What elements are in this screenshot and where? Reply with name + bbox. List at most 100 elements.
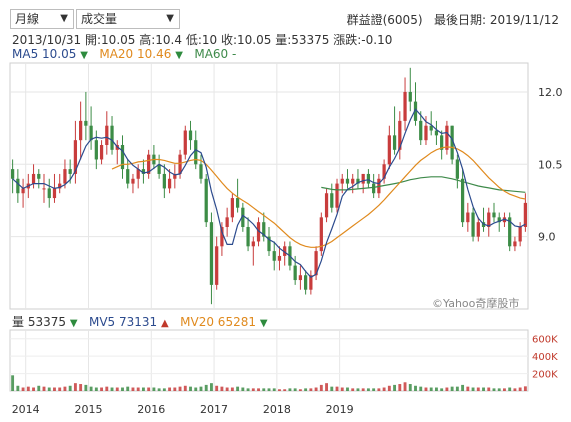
volume-bar [37, 385, 41, 391]
candle-body [492, 212, 496, 218]
volume-bar [147, 387, 151, 391]
candle-body [178, 154, 182, 174]
volume-bar [267, 388, 271, 391]
candle-body [136, 169, 140, 179]
volume-bar [168, 387, 172, 391]
candle-body [419, 120, 423, 141]
candle-body [508, 217, 512, 247]
volume-bar [335, 386, 339, 391]
x-tick-label: 2015 [74, 403, 102, 416]
y-tick-label: 10.5 [538, 158, 563, 171]
last-date: 最後日期: 2019/11/12 [433, 13, 559, 27]
volume-bar [47, 387, 51, 391]
volume-bar [518, 387, 522, 391]
volume-bar [319, 384, 323, 391]
volume-bar [152, 387, 156, 391]
candle-body [52, 188, 57, 199]
candle-body [440, 135, 444, 150]
candle-body [120, 145, 125, 170]
volume-tick-label: 600K [532, 335, 558, 346]
candle-body [31, 173, 36, 184]
ma-legend: MA5 10.05 ▼ MA20 10.46 ▼ MA60 - [12, 47, 236, 61]
candle-body [188, 130, 193, 141]
x-tick-label: 2014 [12, 403, 40, 416]
stock-name: 群益證(6005) [346, 13, 423, 27]
volume-bar [230, 387, 234, 391]
x-tick-label: 2016 [137, 403, 165, 416]
candle-body [199, 164, 203, 179]
candle-body [246, 227, 250, 247]
info-volume: 量:53375 [275, 33, 330, 47]
ma5-line [12, 108, 526, 278]
volume-bar [251, 388, 255, 391]
candle-body [105, 125, 109, 145]
arrow-up-icon: ▲ [161, 318, 169, 329]
volume-bar [492, 388, 496, 391]
volume-bar [141, 387, 145, 391]
volume-bar [408, 384, 412, 391]
candle-body [204, 178, 208, 223]
candle-body [298, 275, 303, 281]
mv5-legend: MV5 73131 [88, 315, 158, 329]
volume-tick-label: 400K [532, 352, 558, 363]
volume-bar [283, 389, 287, 391]
candle-body [173, 173, 177, 179]
volume-bar [382, 387, 386, 391]
volume-bar [199, 386, 203, 391]
candle-body [79, 120, 83, 141]
volume-bar [393, 384, 397, 391]
volume-bar [131, 387, 135, 391]
candle-body [251, 241, 255, 247]
candle-body [523, 202, 528, 227]
candle-body [309, 275, 313, 290]
candle-body [335, 183, 339, 208]
volume-bar [53, 387, 56, 391]
chevron-down-icon: ▼ [166, 13, 174, 24]
candle-body [10, 169, 15, 179]
volume-bar [16, 385, 20, 391]
volume-bar [293, 388, 297, 391]
volume-bar [434, 387, 438, 391]
period-select[interactable]: 月線 ▼ [10, 9, 74, 29]
candle-body [356, 178, 360, 184]
volume-bar [403, 382, 407, 391]
volume-bar [215, 385, 219, 391]
candle-body [324, 193, 329, 218]
volume-bar [304, 388, 308, 391]
x-tick-label: 2018 [263, 403, 291, 416]
candle-body [230, 198, 234, 218]
volume-bar [73, 383, 77, 391]
candle-body [319, 217, 323, 252]
candle-body [403, 91, 407, 121]
volume-bar [262, 388, 266, 391]
candle-body [215, 246, 219, 285]
volume-bar [340, 387, 344, 391]
candle-body [37, 173, 41, 179]
volume-tick-label: 200K [532, 370, 558, 381]
volume-bar [162, 388, 166, 391]
candle-body [47, 188, 51, 199]
candle-body [162, 173, 166, 189]
indicator-select[interactable]: 成交量 ▼ [76, 9, 180, 29]
volume-bar [89, 386, 93, 391]
volume-bar [110, 387, 114, 391]
volume-bar [377, 388, 381, 391]
volume-bar [461, 384, 465, 391]
candle-body [157, 164, 161, 174]
volume-bar [272, 388, 276, 391]
candle-body [340, 178, 344, 184]
volume-bar [79, 384, 83, 391]
candle-body [167, 178, 172, 189]
candle-body [434, 130, 439, 136]
candle-body [351, 178, 355, 184]
volume-bar [440, 388, 444, 391]
volume-bar [503, 388, 506, 391]
volume-bar [11, 375, 15, 391]
y-tick-label: 9.0 [538, 231, 556, 244]
volume-bar [482, 387, 485, 391]
arrow-down-icon: ▼ [175, 50, 183, 61]
candle-body [392, 135, 397, 150]
info-change: 漲跌:-0.10 [333, 33, 393, 47]
volume-bar [121, 387, 124, 391]
